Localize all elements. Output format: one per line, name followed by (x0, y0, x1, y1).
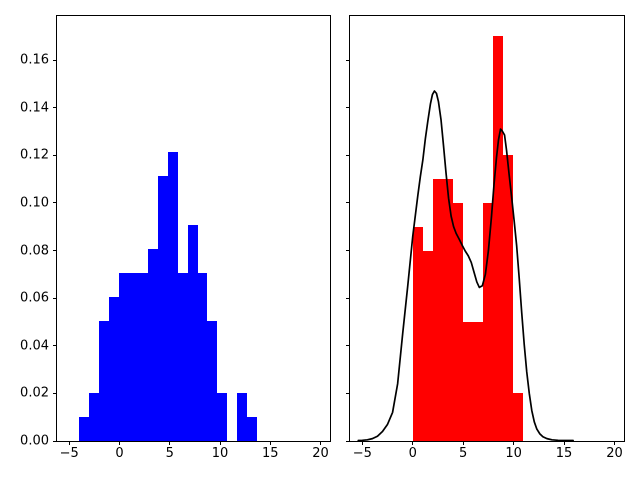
y-axis-tick-label: 0.14 (20, 100, 49, 116)
x-axis-tick-label: 15 (555, 446, 573, 461)
x-axis-tick-mark (320, 441, 322, 445)
x-axis-tick-mark (563, 441, 565, 445)
histogram-bar (167, 152, 178, 441)
x-axis-tick-label: 5 (459, 446, 468, 461)
right-histogram-axes: −5 0 5 10 15 20 (346, 15, 625, 460)
x-axis-tick-mark (119, 441, 121, 445)
y-axis-tick-mark (53, 250, 57, 252)
histogram-bar (177, 272, 188, 441)
histogram-bar (246, 416, 257, 441)
y-axis-tick-mark (346, 297, 350, 299)
histogram-bar (482, 202, 493, 441)
y-axis-tick-mark (346, 154, 350, 156)
y-axis-tick-mark (346, 202, 350, 204)
x-axis-tick-mark (513, 441, 515, 445)
y-axis-tick-label: 0.02 (20, 385, 49, 401)
y-axis-tick-label: 0.06 (20, 290, 49, 306)
histogram-bar (187, 224, 198, 441)
histogram-bar (207, 320, 218, 441)
x-axis-tick-label: 10 (211, 446, 229, 461)
y-axis-tick-label: 0.10 (20, 195, 49, 211)
y-axis-tick-mark (53, 392, 57, 394)
y-axis-tick-mark (346, 345, 350, 347)
histogram-bar (89, 392, 99, 441)
histogram-bar (422, 250, 433, 441)
histogram-bar (452, 202, 463, 441)
y-axis-tick-mark (346, 440, 350, 442)
histogram-bar (79, 416, 90, 441)
y-axis-tick-mark (346, 59, 350, 61)
x-axis-tick-label: −5 (352, 446, 372, 461)
histogram-bar (502, 155, 513, 441)
y-axis-tick-mark (53, 154, 57, 156)
x-axis-tick-label: 0 (115, 446, 124, 461)
x-axis-tick-label: 15 (262, 446, 279, 461)
histogram-bar (217, 392, 228, 441)
histogram-bar (512, 393, 523, 441)
x-axis-tick-mark (68, 441, 70, 445)
y-axis-tick-label: 0.00 (20, 433, 49, 449)
x-axis-tick-label: −5 (59, 446, 79, 461)
x-axis-tick-mark (412, 441, 414, 445)
x-axis-tick-mark (269, 441, 271, 445)
kde-curve (357, 90, 574, 442)
y-axis-tick-label: 0.12 (20, 147, 49, 163)
y-axis-tick-label: 0.04 (20, 338, 49, 354)
histogram-bar (462, 321, 473, 441)
histogram-bar (412, 226, 423, 441)
x-axis-tick-label: 20 (312, 446, 329, 461)
x-axis-tick-mark (169, 441, 171, 445)
y-axis-tick-label: 0.08 (20, 243, 49, 259)
x-axis-tick-mark (614, 441, 616, 445)
x-axis-tick-label: 0 (408, 446, 417, 461)
histogram-bar (99, 320, 109, 441)
histogram-bar (138, 272, 149, 441)
y-axis-tick-mark (53, 59, 57, 61)
histogram-bar (442, 179, 453, 441)
left-histogram-axes: −5 0 5 10 15 20 0.00 0.02 0.04 0.06 0.08 0.10 0.12 0.… (20, 15, 331, 460)
y-axis-tick-mark (53, 440, 57, 442)
x-axis-tick-label: 10 (505, 446, 522, 461)
histogram-bar (432, 179, 443, 441)
x-axis-tick-mark (219, 441, 221, 445)
x-axis-tick-mark (361, 441, 363, 445)
histogram-bar (108, 296, 119, 441)
y-axis-tick-label: 0.16 (20, 52, 49, 68)
x-axis-tick-label: 5 (165, 446, 174, 461)
y-axis-tick-mark (53, 297, 57, 299)
histogram-bar (128, 272, 139, 441)
histogram-bar (158, 176, 168, 441)
histogram-bar (472, 321, 483, 441)
y-axis-tick-mark (346, 250, 350, 252)
histogram-bar (148, 248, 159, 441)
y-axis-tick-mark (346, 107, 350, 109)
histogram-bar (118, 272, 129, 441)
y-axis-tick-mark (53, 202, 57, 204)
x-axis-tick-mark (462, 441, 464, 445)
y-axis-tick-mark (53, 345, 57, 347)
y-axis-tick-mark (346, 392, 350, 394)
x-axis-tick-label: 20 (606, 446, 623, 461)
histogram-bar (197, 272, 208, 441)
histogram-bar (492, 36, 503, 441)
y-axis-tick-mark (53, 107, 57, 109)
histogram-bar (236, 392, 247, 441)
